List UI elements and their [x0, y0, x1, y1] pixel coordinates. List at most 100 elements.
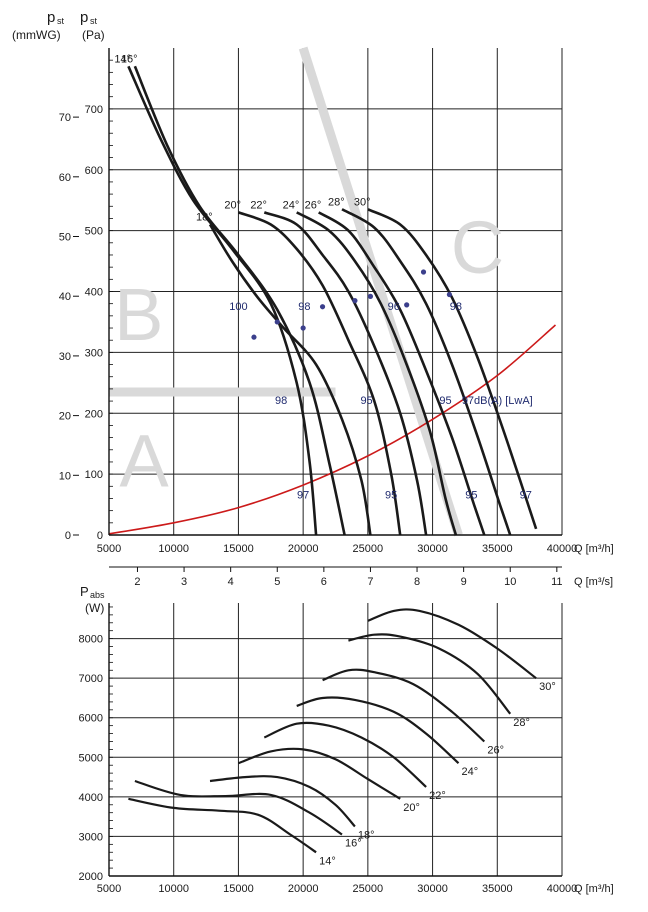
- pa-tick-label: 600: [85, 165, 103, 177]
- sound-level-label: 95: [360, 395, 372, 407]
- bottom-q-tick-label: 40000: [547, 883, 578, 895]
- top-x-axis-label: Q [m³/h]: [574, 543, 614, 555]
- operating-point: [367, 293, 374, 299]
- q-m3s-tick-label: 9: [461, 576, 467, 588]
- pa-tick-label: 500: [85, 226, 103, 238]
- zone-label-c: C: [451, 206, 504, 289]
- pressure-curve-20deg: [237, 211, 402, 536]
- bottom-chart-grid: [108, 603, 563, 877]
- power-curve-label: 26°: [487, 744, 504, 756]
- operating-point: [404, 302, 410, 308]
- bottom-q-tick-label: 5000: [97, 883, 121, 895]
- pressure-pa-unit: (Pa): [82, 28, 105, 42]
- mmwg-tick-label: 60: [59, 172, 71, 184]
- bottom-chart-axes: 2000 3000 4000 5000 6000 7000 8000 5000 10000 150…: [79, 603, 578, 895]
- operating-point: [274, 319, 280, 325]
- pressure-curve-label: 14°: [114, 53, 131, 65]
- operating-points: [251, 269, 452, 340]
- sound-level-label: 97: [520, 489, 532, 501]
- power-subscript: abs: [90, 590, 105, 600]
- top-chart-labels: 14°16° 18° 20° 22° 24° 26° 28° 30° 100 98 96 98 98 95…: [114, 53, 532, 501]
- sound-level-label: 98: [298, 301, 310, 313]
- pa-tick-label: 700: [85, 104, 103, 116]
- q-m3s-tick-label: 11: [551, 576, 562, 588]
- power-curve-label: 16°: [345, 837, 362, 849]
- bottom-x-axis-label: Q [m³/h]: [574, 883, 614, 895]
- q-m3h-tick-label: 30000: [417, 543, 448, 555]
- pressure-pa-subscript: st: [90, 16, 98, 26]
- power-tick-label: 2000: [79, 871, 103, 883]
- power-curve-label: 30°: [539, 681, 556, 693]
- power-tick-label: 4000: [79, 792, 103, 804]
- sound-level-label: 96: [388, 301, 400, 313]
- pa-tick-label: 300: [85, 347, 103, 359]
- sound-level-label: 97: [297, 489, 309, 501]
- q-m3h-tick-label: 25000: [353, 543, 384, 555]
- power-tick-label: 6000: [79, 713, 103, 725]
- pressure-mmwg-subscript: st: [57, 16, 65, 26]
- pressure-curve-24deg: [296, 211, 458, 536]
- q-m3h-tick-label: 20000: [288, 543, 319, 555]
- pressure-curve-26deg: [318, 211, 486, 536]
- q-m3h-tick-label: 5000: [97, 543, 121, 555]
- q-m3s-tick-label: 8: [414, 576, 420, 588]
- power-unit: (W): [85, 601, 104, 615]
- sound-level-label: 100: [229, 301, 247, 313]
- top-chart-curves: [127, 65, 538, 536]
- q-m3s-tick-label: 4: [228, 576, 234, 588]
- mmwg-tick-label: 50: [59, 232, 71, 244]
- mmwg-tick-label: 0: [65, 530, 71, 542]
- pressure-curve-label: 18°: [196, 212, 213, 224]
- bottom-q-tick-label: 30000: [417, 883, 448, 895]
- pressure-curve-28deg: [341, 208, 512, 536]
- q-m3s-tick-label: 3: [181, 576, 187, 588]
- pressure-pa-symbol: p: [80, 9, 88, 26]
- operating-point: [420, 269, 427, 275]
- pressure-mmwg-unit: (mmWG): [12, 28, 61, 42]
- sound-level-label: 97dB(A) [LwA]: [462, 395, 533, 407]
- q-m3h-tick-label: 35000: [482, 543, 513, 555]
- power-tick-label: 3000: [79, 831, 103, 843]
- operating-point: [319, 304, 326, 310]
- power-curve-22deg: [263, 721, 427, 788]
- power-tick-label: 8000: [79, 634, 103, 646]
- pressure-curve-label: 30°: [354, 196, 371, 208]
- top-chart-axes: 0 100 200 300 400 500 600 700 0 10 20 30 40 50 60 70 500…: [59, 48, 577, 588]
- sound-level-label: 95: [439, 395, 451, 407]
- zone-divider-c: [298, 46, 463, 537]
- q-m3s-tick-label: 6: [321, 576, 327, 588]
- q-m3h-tick-label: 10000: [158, 543, 189, 555]
- pressure-curve-label: 28°: [328, 196, 345, 208]
- mmwg-tick-label: 40: [59, 291, 71, 303]
- sound-level-label: 95: [465, 489, 477, 501]
- sound-level-label: 98: [275, 395, 287, 407]
- power-curve-label: 22°: [429, 790, 446, 802]
- mmwg-tick-label: 20: [59, 411, 71, 423]
- mmwg-tick-label: 30: [59, 351, 71, 363]
- power-curve-26deg: [322, 668, 486, 743]
- power-curve-24deg: [296, 696, 460, 765]
- power-curve-14deg: [128, 797, 317, 854]
- operating-point: [300, 325, 306, 331]
- top-x2-axis-label: Q [m³/s]: [574, 576, 613, 588]
- q-m3s-tick-label: 2: [134, 576, 140, 588]
- pressure-curve-label: 16°: [121, 53, 138, 65]
- q-m3s-tick-label: 7: [367, 576, 373, 588]
- mmwg-tick-label: 70: [59, 112, 71, 124]
- pressure-curve-label: 22°: [250, 199, 267, 211]
- top-chart-grid: [108, 48, 563, 536]
- bottom-q-tick-label: 20000: [288, 883, 319, 895]
- sound-level-label: 95: [385, 489, 397, 501]
- power-curve-label: 28°: [513, 717, 530, 729]
- bottom-q-tick-label: 10000: [158, 883, 189, 895]
- pressure-curve-18deg: [208, 223, 372, 536]
- system-curve-line: [108, 324, 557, 535]
- operating-point: [352, 298, 358, 304]
- zone-label-a: A: [119, 419, 169, 502]
- power-curve-30deg: [367, 608, 537, 680]
- power-curve-18deg: [209, 775, 356, 828]
- pressure-curve-30deg: [367, 208, 538, 530]
- pressure-curve-22deg: [263, 211, 428, 536]
- pa-tick-label: 100: [85, 469, 103, 481]
- pa-tick-label: 0: [97, 530, 103, 542]
